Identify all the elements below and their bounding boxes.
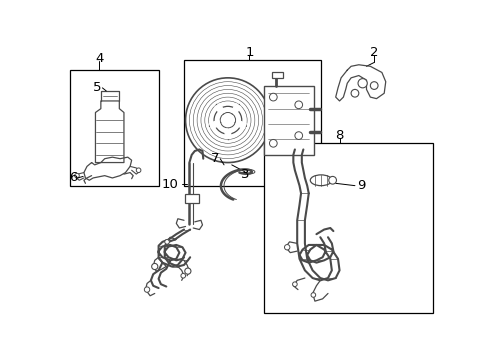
Bar xyxy=(264,143,432,313)
Bar xyxy=(70,70,158,186)
Circle shape xyxy=(284,244,289,250)
Circle shape xyxy=(350,89,358,97)
Bar xyxy=(184,194,198,203)
Text: 6: 6 xyxy=(69,171,77,184)
Circle shape xyxy=(144,287,149,292)
Circle shape xyxy=(181,274,185,278)
Text: 1: 1 xyxy=(244,46,253,59)
Text: 2: 2 xyxy=(369,46,378,59)
Polygon shape xyxy=(224,129,230,139)
Text: 4: 4 xyxy=(95,52,103,65)
Circle shape xyxy=(75,173,79,178)
Circle shape xyxy=(136,168,141,172)
Circle shape xyxy=(184,268,190,274)
Polygon shape xyxy=(215,104,224,115)
Circle shape xyxy=(214,106,241,134)
Bar xyxy=(264,86,313,155)
Bar xyxy=(271,72,283,78)
Text: 8: 8 xyxy=(335,129,343,142)
Polygon shape xyxy=(235,120,245,129)
Circle shape xyxy=(151,264,158,270)
Ellipse shape xyxy=(310,175,331,186)
Circle shape xyxy=(357,78,366,88)
Circle shape xyxy=(164,239,169,244)
Circle shape xyxy=(185,78,270,163)
Text: 7: 7 xyxy=(210,152,219,165)
Polygon shape xyxy=(209,120,220,129)
Text: 5: 5 xyxy=(93,81,101,94)
Polygon shape xyxy=(230,104,241,115)
Circle shape xyxy=(269,93,277,101)
Text: 3: 3 xyxy=(240,168,248,181)
Circle shape xyxy=(294,132,302,139)
Circle shape xyxy=(310,293,315,297)
Text: 9: 9 xyxy=(356,179,365,192)
Text: 10: 10 xyxy=(162,177,178,190)
Bar xyxy=(183,60,321,186)
Circle shape xyxy=(292,282,297,287)
Circle shape xyxy=(369,82,377,89)
Circle shape xyxy=(328,176,336,184)
Circle shape xyxy=(269,139,277,147)
Circle shape xyxy=(294,101,302,109)
